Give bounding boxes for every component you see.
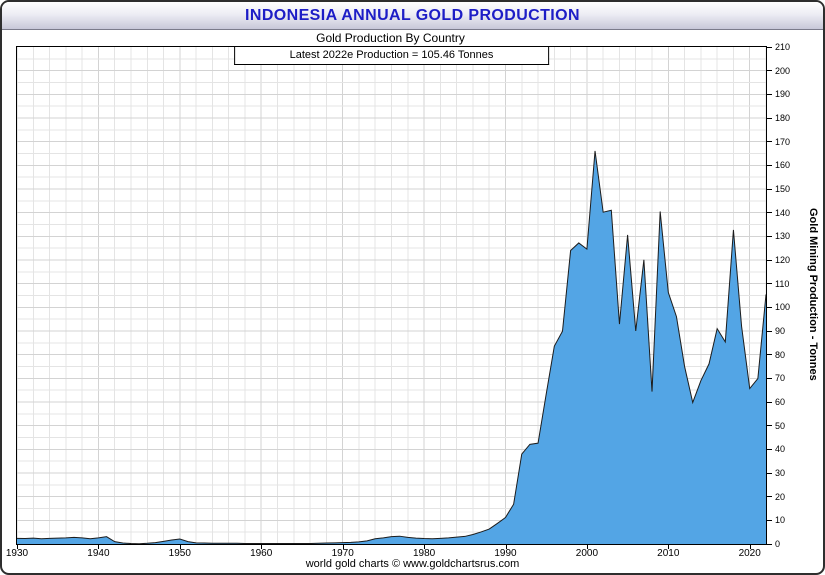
- y-tick-mark: [767, 377, 772, 379]
- y-tick-mark: [767, 235, 772, 237]
- production-area: [17, 150, 766, 544]
- y-tick-label: 110: [775, 278, 790, 289]
- x-tick-mark: [179, 545, 181, 549]
- x-tick-label: 2000: [575, 548, 599, 559]
- y-axis-title: Gold Mining Production - Tonnes: [807, 208, 819, 381]
- y-tick-mark: [767, 283, 772, 285]
- x-tick-label: 2020: [738, 548, 761, 559]
- plot-area: Latest 2022e Production = 105.46 Tonnes: [16, 46, 767, 545]
- x-tick-label: 2010: [657, 548, 680, 559]
- y-tick-label: 60: [775, 397, 786, 407]
- y-tick-label: 80: [775, 349, 786, 360]
- x-axis: 1930 1940 1950 1960 1970 1980 1990 2000 2010 2020: [6, 545, 766, 559]
- y-tick-label: 140: [775, 207, 791, 218]
- x-tick-mark: [749, 545, 751, 549]
- y-tick-mark: [767, 117, 772, 119]
- y-tick-mark: [767, 496, 772, 498]
- y-tick-mark: [767, 543, 772, 545]
- y-tick-label: 130: [775, 231, 791, 242]
- y-tick-label: 200: [775, 65, 791, 76]
- x-tick-mark: [668, 545, 670, 549]
- x-tick-label: 1990: [494, 548, 517, 559]
- title-bar: INDONESIA ANNUAL GOLD PRODUCTION: [2, 2, 823, 30]
- y-tick-label: 70: [775, 373, 786, 384]
- y-tick-mark: [767, 519, 772, 521]
- x-tick-mark: [261, 545, 263, 549]
- y-tick-label: 20: [775, 491, 786, 502]
- y-tick-mark: [767, 401, 772, 403]
- y-tick-label: 210: [775, 42, 791, 52]
- y-tick-label: 150: [775, 184, 791, 194]
- x-tick-label: 1930: [5, 548, 29, 559]
- y-tick-mark: [767, 472, 772, 474]
- y-tick-mark: [767, 70, 772, 72]
- y-tick-label: 90: [775, 326, 786, 336]
- y-tick-mark: [767, 306, 772, 308]
- x-tick-label: 1940: [87, 548, 110, 559]
- y-tick-label: 10: [775, 515, 786, 526]
- y-axis: 0 10 20 30 40 50 60 70 80 90 100 110 120 130 140 150 160…: [767, 42, 801, 549]
- y-tick-label: 190: [775, 89, 791, 100]
- page-title: INDONESIA ANNUAL GOLD PRODUCTION: [245, 6, 580, 24]
- footer-credit: world gold charts © www.goldchartsrus.co…: [305, 558, 520, 570]
- y-tick-mark: [767, 354, 772, 356]
- y-tick-label: 160: [775, 160, 791, 171]
- y-tick-mark: [767, 141, 772, 143]
- x-tick-mark: [342, 545, 344, 549]
- production-line: [17, 150, 766, 544]
- y-tick-label: 170: [775, 136, 791, 147]
- y-tick-label: 100: [775, 302, 791, 313]
- chart-subtitle: Gold Production By Country: [316, 31, 465, 45]
- area-chart: [17, 47, 766, 544]
- x-tick-label: 1960: [250, 548, 273, 559]
- y-tick-mark: [767, 46, 772, 48]
- y-tick-mark: [767, 212, 772, 214]
- y-tick-label: 40: [775, 444, 786, 455]
- y-tick-label: 30: [775, 468, 786, 478]
- y-tick-mark: [767, 93, 772, 95]
- x-tick-mark: [505, 545, 507, 549]
- x-tick-mark: [424, 545, 426, 549]
- y-tick-mark: [767, 448, 772, 450]
- y-tick-label: 120: [775, 255, 791, 265]
- y-tick-mark: [767, 259, 772, 261]
- x-tick-label: 1980: [412, 548, 436, 559]
- y-tick-mark: [767, 164, 772, 166]
- x-tick-mark: [98, 545, 100, 549]
- y-tick-label: 180: [775, 113, 791, 123]
- y-tick-mark: [767, 425, 772, 427]
- x-tick-label: 1970: [331, 548, 354, 559]
- y-tick-label: 50: [775, 420, 786, 431]
- latest-production-label: Latest 2022e Production = 105.46 Tonnes: [233, 47, 550, 65]
- x-tick-mark: [586, 545, 588, 549]
- y-tick-label: 0: [775, 539, 781, 549]
- y-tick-mark: [767, 188, 772, 190]
- y-tick-mark: [767, 330, 772, 332]
- x-tick-label: 1950: [168, 548, 191, 559]
- x-tick-mark: [17, 545, 18, 549]
